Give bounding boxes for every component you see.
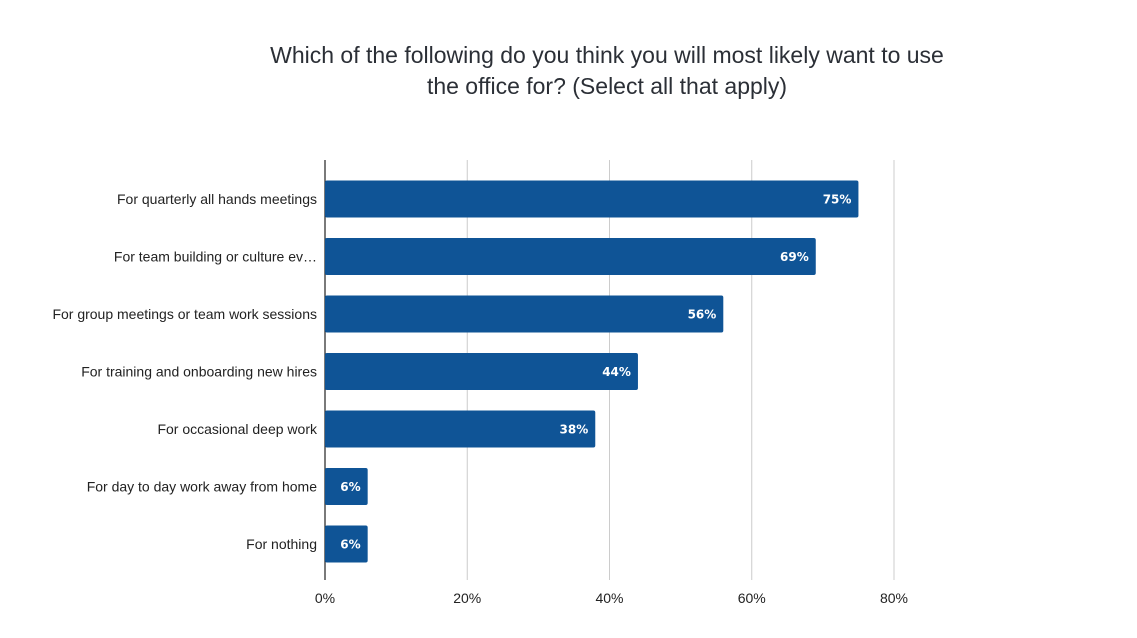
bar-value-label: 38%: [560, 423, 589, 437]
bar: [325, 525, 368, 563]
bar-value-label: 6%: [340, 538, 360, 552]
bar-value-label: 44%: [602, 365, 631, 379]
x-tick-label: 40%: [595, 590, 623, 606]
chart-title: Which of the following do you think you …: [0, 40, 1137, 102]
bar: [325, 295, 724, 333]
chart-title-line-2: the office for? (Select all that apply): [426, 73, 788, 99]
bar-value-label: 75%: [823, 193, 852, 207]
category-label: For occasional deep work: [157, 421, 318, 437]
chart-title-line-1: Which of the following do you think you …: [270, 42, 944, 68]
x-tick-label: 60%: [738, 590, 766, 606]
bar-value-label: 56%: [688, 308, 717, 322]
bar: [325, 238, 816, 275]
bar-value-label: 69%: [780, 250, 809, 264]
category-label: For nothing: [246, 536, 317, 552]
bar: [325, 353, 638, 390]
x-tick-label: 20%: [453, 590, 481, 606]
bar: [325, 410, 596, 448]
x-tick-label: 0%: [315, 590, 335, 606]
category-label: For quarterly all hands meetings: [117, 191, 317, 207]
bar-value-label: 6%: [340, 480, 360, 494]
category-label: For day to day work away from home: [87, 479, 318, 495]
category-label: For training and onboarding new hires: [81, 364, 317, 380]
category-label: For team building or culture ev…: [114, 249, 317, 265]
x-tick-label: 80%: [880, 590, 908, 606]
category-label: For group meetings or team work sessions: [52, 306, 317, 322]
bar: [325, 468, 368, 505]
bar: [325, 180, 859, 218]
